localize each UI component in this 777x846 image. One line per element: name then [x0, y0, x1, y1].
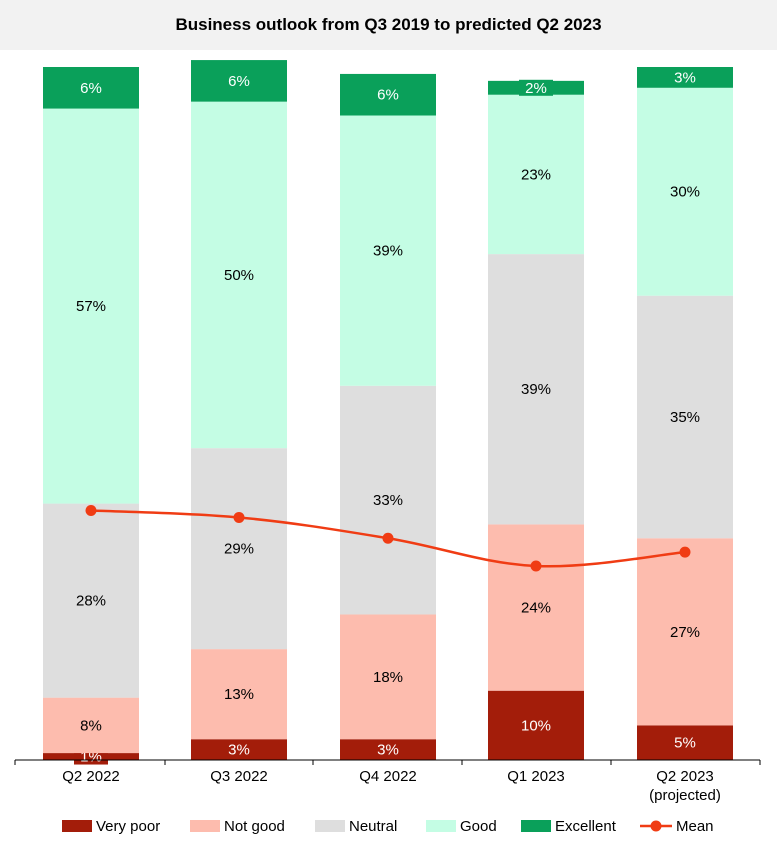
data-label: 3% — [674, 69, 696, 86]
data-label: 6% — [228, 73, 250, 90]
mean-point — [679, 546, 691, 558]
data-label: 30% — [670, 184, 700, 201]
data-label: 10% — [521, 717, 551, 734]
legend-swatch-excellent — [521, 820, 551, 832]
legend-swatch-very-poor — [62, 820, 92, 832]
data-label: 3% — [377, 742, 399, 759]
data-label: 24% — [521, 600, 551, 617]
bar-segment-not-good — [340, 614, 436, 740]
mean-point — [530, 560, 542, 572]
data-label: 18% — [373, 669, 403, 686]
mean-point — [233, 511, 245, 523]
x-tick-sublabel: (projected) — [649, 787, 721, 804]
bar-segment-excellent — [340, 73, 436, 116]
x-tick-label: Q3 2022 — [210, 768, 268, 785]
legend-label-very-poor: Very poor — [96, 818, 160, 835]
data-label: 33% — [373, 492, 403, 509]
chart-title: Business outlook from Q3 2019 to predict… — [175, 15, 602, 34]
x-tick-label: Q2 2023 — [656, 768, 714, 785]
bar-segment-neutral — [43, 503, 139, 698]
data-label: 2% — [525, 80, 547, 97]
bar-segment-not-good — [637, 538, 733, 726]
mean-point — [382, 532, 394, 544]
data-label: 29% — [224, 541, 254, 558]
legend-swatch-neutral — [315, 820, 345, 832]
bar-segment-excellent — [637, 67, 733, 88]
bars-group: 1%8%28%57%6%3%13%29%50%6%3%18%33%39%6%10… — [43, 60, 733, 766]
bar-segment-neutral — [488, 254, 584, 525]
legend-label-good: Good — [460, 818, 497, 835]
bar-segment-neutral — [637, 295, 733, 539]
bar-segment-good — [637, 87, 733, 296]
data-label: 6% — [80, 80, 102, 97]
bar-segment-not-good — [43, 697, 139, 754]
data-label: 28% — [76, 593, 106, 610]
bar-segment-not-good — [191, 649, 287, 740]
legend-label-not-good: Not good — [224, 818, 285, 835]
bar-segment-very-poor — [191, 739, 287, 760]
bar-segment-neutral — [340, 385, 436, 615]
data-label: 50% — [224, 267, 254, 284]
chart-title-bar: Business outlook from Q3 2019 to predict… — [0, 0, 777, 50]
bar-segment-good — [43, 108, 139, 504]
data-label: 3% — [228, 742, 250, 759]
data-label: 13% — [224, 686, 254, 703]
bar-segment-not-good — [488, 524, 584, 691]
legend-marker-mean — [650, 820, 662, 832]
bar-segment-very-poor — [637, 725, 733, 760]
bar-segment-good — [488, 94, 584, 255]
bar-segment-good — [340, 115, 436, 386]
legend-swatch-good — [426, 820, 456, 832]
data-label-badge — [519, 79, 553, 96]
data-label: 6% — [377, 87, 399, 104]
data-label: 5% — [674, 735, 696, 752]
data-label: 23% — [521, 166, 551, 183]
data-label: 57% — [76, 298, 106, 315]
bar-segment-excellent — [191, 60, 287, 102]
legend-swatch-not-good — [190, 820, 220, 832]
bar-segment-excellent — [43, 67, 139, 109]
data-label: 8% — [80, 717, 102, 734]
x-tick-label: Q2 2022 — [62, 768, 120, 785]
legend-label-mean: Mean — [676, 818, 714, 835]
mean-point — [85, 505, 97, 517]
data-label: 39% — [373, 243, 403, 260]
legend-label-excellent: Excellent — [555, 818, 617, 835]
data-label: 35% — [670, 409, 700, 426]
legend-label-neutral: Neutral — [349, 818, 397, 835]
bar-segment-good — [191, 101, 287, 449]
x-tick-label: Q4 2022 — [359, 768, 417, 785]
data-label: 27% — [670, 624, 700, 641]
data-label: 39% — [521, 381, 551, 398]
bar-segment-very-poor — [488, 690, 584, 760]
bar-segment-very-poor — [340, 739, 436, 760]
x-tick-label: Q1 2023 — [507, 768, 565, 785]
bar-segment-neutral — [191, 448, 287, 650]
